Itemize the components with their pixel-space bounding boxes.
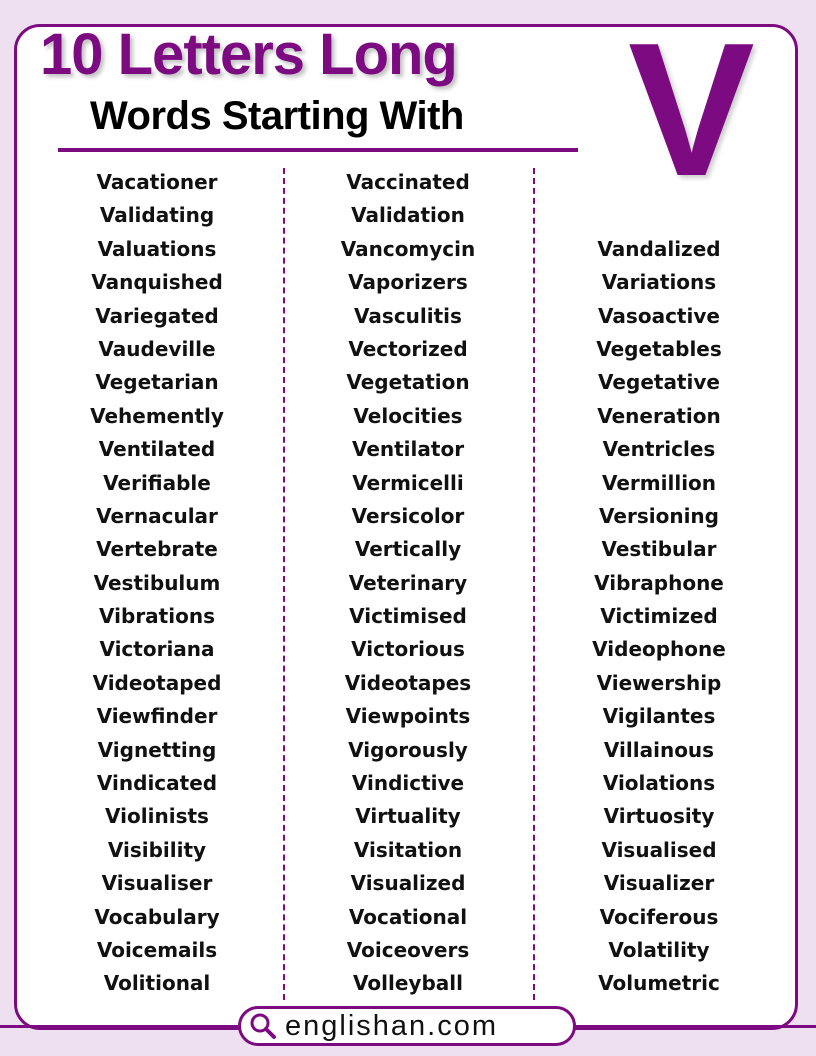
word-item: Validating: [99, 203, 215, 228]
footer-line-left: [0, 1025, 240, 1028]
big-letter: V: [628, 4, 755, 216]
word-item: Videotaped: [92, 670, 222, 695]
word-item: Victorious: [351, 637, 465, 662]
word-item: Volleyball: [353, 971, 463, 996]
footer-site-badge: englishan.com: [238, 1006, 576, 1046]
word-item: Velocities: [353, 403, 463, 428]
word-item: Vanquished: [91, 270, 223, 295]
word-item: Visualiser: [101, 871, 213, 896]
search-icon: [250, 1013, 276, 1039]
word-item: Vibraphone: [594, 570, 724, 595]
word-item: Voiceovers: [346, 937, 470, 962]
footer-line-right: [574, 1025, 816, 1028]
word-item: Vasoactive: [598, 303, 720, 328]
word-item: Versioning: [599, 503, 719, 528]
word-item: Vasculitis: [354, 303, 462, 328]
word-item: Vernacular: [96, 503, 218, 528]
word-item: Ventilated: [98, 437, 216, 462]
word-item: Visualised: [601, 837, 717, 862]
word-item: Ventilator: [351, 437, 465, 462]
word-item: Vegetative: [598, 370, 720, 395]
word-item: Vigorously: [348, 737, 468, 762]
word-item: Vocabulary: [94, 904, 220, 929]
word-item: Vibrations: [99, 604, 215, 629]
word-item: Visualizer: [603, 871, 715, 896]
word-item: Vectorized: [348, 336, 468, 361]
word-item: Vaporizers: [348, 270, 468, 295]
word-item: Validation: [351, 203, 465, 228]
word-item: Verifiable: [103, 470, 211, 495]
word-item: Viewership: [596, 670, 722, 695]
word-item: Voicemails: [96, 937, 218, 962]
word-item: Violinists: [105, 804, 209, 829]
word-item: Vigilantes: [602, 704, 716, 729]
word-item: Violations: [602, 771, 716, 796]
word-item: Videotapes: [344, 670, 472, 695]
word-item: Variations: [601, 270, 717, 295]
word-column-2: Vaccinated Validation Vancomycin Vaporizers…: [288, 168, 528, 1003]
word-item: Volitional: [103, 971, 211, 996]
word-item: Vegetation: [346, 370, 470, 395]
word-item: Visibility: [107, 837, 207, 862]
word-item: Vacationer: [96, 170, 218, 194]
word-item: Vertebrate: [96, 537, 218, 562]
word-item: Virtuality: [355, 804, 461, 829]
word-item: Vegetables: [596, 336, 722, 361]
word-item: Vancomycin: [340, 236, 476, 261]
word-item: Viewfinder: [96, 704, 218, 729]
word-item: Vaccinated: [346, 170, 470, 194]
word-item: Volatility: [608, 938, 710, 962]
title-line-2: Words Starting With: [90, 94, 464, 138]
word-item: Victimised: [349, 604, 467, 629]
word-item: Veterinary: [348, 570, 468, 595]
word-item: Vermicelli: [352, 470, 464, 495]
word-item: Vestibular: [601, 537, 717, 562]
title-divider: [58, 148, 578, 152]
word-item: Vindicated: [96, 771, 218, 796]
column-divider: [533, 168, 535, 1000]
word-item: Vocational: [348, 904, 468, 929]
word-item: Vignetting: [97, 737, 217, 762]
word-item: Vandalized: [597, 236, 721, 261]
site-url: englishan.com: [285, 1009, 498, 1042]
word-item: Victimized: [600, 604, 718, 629]
word-item: Vehemently: [90, 403, 224, 428]
column-divider: [283, 168, 285, 1000]
word-item: Vaudeville: [98, 336, 216, 361]
word-item: Vociferous: [599, 904, 719, 929]
title-line-1: 10 Letters Long: [40, 22, 458, 87]
word-item: Vestibulum: [93, 570, 221, 595]
word-item: Vermillion: [601, 470, 717, 495]
word-item: Visitation: [353, 837, 463, 862]
word-item: Veneration: [597, 403, 721, 428]
word-item: Vertically: [354, 537, 462, 562]
word-item: Victoriana: [99, 637, 215, 662]
word-item: Variegated: [95, 303, 219, 328]
word-item: Valuations: [97, 236, 217, 261]
word-item: Villainous: [603, 737, 715, 762]
word-item: Videophone: [592, 637, 726, 662]
word-item: Ventricles: [602, 437, 716, 462]
word-column-3: Vandalized Variations Vasoactive Vegetables…: [539, 235, 779, 1003]
word-item: Virtuosity: [603, 804, 715, 829]
word-item: Volumetric: [598, 971, 720, 996]
word-column-1: Vacationer Validating Valuations Vanquished…: [37, 168, 277, 1003]
word-item: Vegetarian: [95, 370, 219, 395]
word-item: Visualized: [350, 871, 466, 896]
word-item: Versicolor: [351, 503, 465, 528]
word-item: Viewpoints: [345, 704, 471, 729]
word-item: Vindictive: [351, 771, 465, 796]
content-card: [14, 24, 798, 1030]
